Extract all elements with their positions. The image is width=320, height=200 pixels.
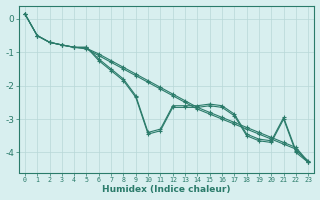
X-axis label: Humidex (Indice chaleur): Humidex (Indice chaleur) — [102, 185, 231, 194]
